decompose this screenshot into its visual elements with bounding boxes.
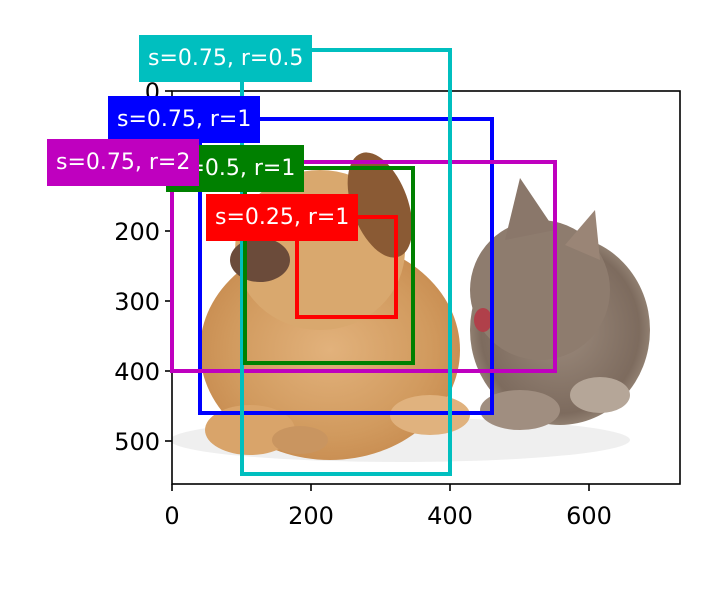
y-tick-label: 400	[114, 358, 160, 386]
bbox-green	[243, 166, 415, 365]
x-tick-label: 200	[288, 502, 334, 530]
y-tick-label: 200	[114, 218, 160, 246]
x-tick-label: 0	[164, 502, 179, 530]
x-tick-label: 400	[427, 502, 473, 530]
label-magenta: s=0.75, r=2	[47, 139, 200, 186]
bbox-blue	[198, 117, 494, 415]
x-axis	[171, 484, 590, 491]
label-blue: s=0.75, r=1	[108, 96, 261, 143]
bbox-cyan	[240, 48, 452, 476]
x-tick-labels: 0 200 400 600	[164, 502, 612, 530]
label-cyan: s=0.75, r=0.5	[139, 35, 313, 82]
x-tick-label: 600	[566, 502, 612, 530]
label-red: s=0.25, r=1	[206, 194, 359, 241]
bbox-magenta	[170, 160, 557, 373]
y-tick-label: 500	[114, 428, 160, 456]
y-tick-label: 300	[114, 288, 160, 316]
